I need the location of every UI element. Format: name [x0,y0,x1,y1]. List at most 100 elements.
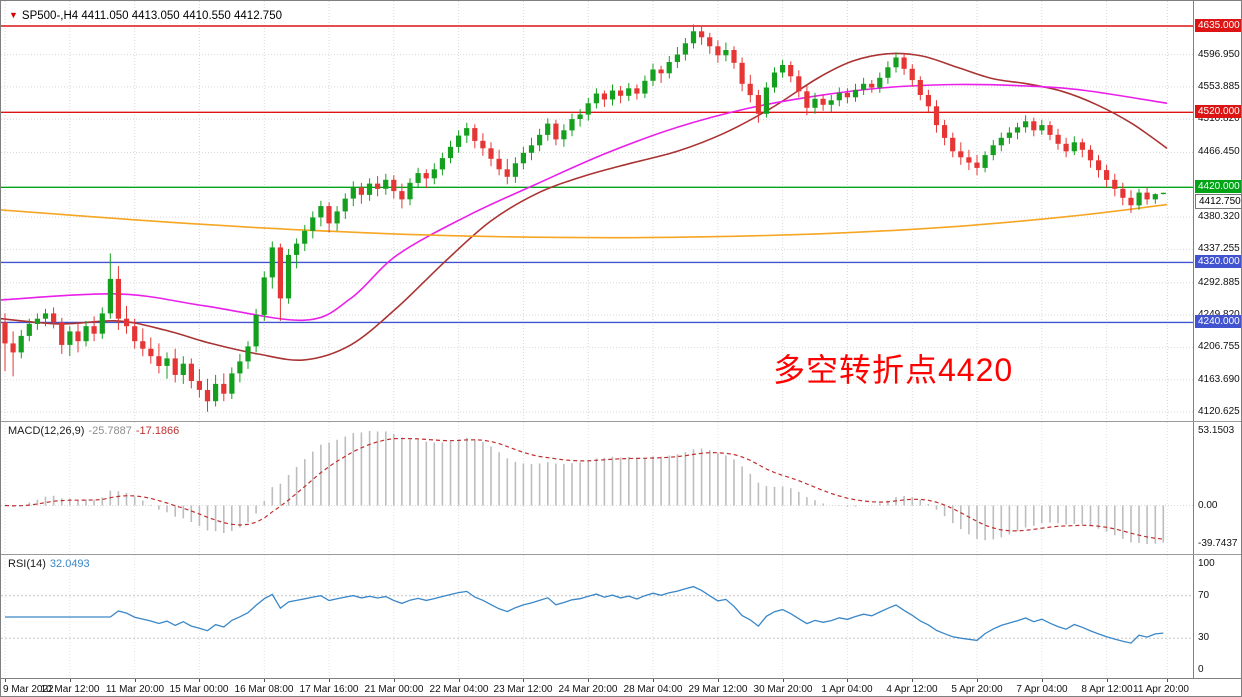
candle [67,326,73,357]
time-axis-tick [588,679,589,682]
macd-label: MACD(12,26,9) -25.7887 -17.1866 [8,425,179,437]
candle [180,356,186,384]
candle [504,158,510,185]
time-axis-label: 11 Apr 20:00 [1133,684,1189,695]
candle [472,124,478,149]
candle [148,337,154,364]
main-chart-canvas-holder[interactable] [1,1,1193,421]
candle [690,24,697,49]
candle [796,70,802,98]
candle [723,42,729,62]
candle [674,47,680,68]
price-axis-label: 4380.320 [1198,211,1240,222]
candle [366,178,373,201]
main-chart-panel[interactable]: ▼ SP500-,H4 4411.050 4413.050 4410.550 44… [1,1,1193,421]
candle [820,94,826,111]
candle [42,308,49,327]
candle [707,32,713,54]
ma-line-slow-orange [1,203,1168,239]
candle [415,167,421,189]
candle [1023,115,1029,133]
candle [115,266,121,330]
rsi-svg[interactable] [1,555,1193,678]
candle [877,72,883,93]
candle [836,87,842,107]
price-axis-label: 4163.690 [1198,374,1240,385]
candle [763,82,769,118]
candle [861,77,867,95]
price-level-tag: 4240.000 [1195,315,1241,328]
candle [512,157,518,183]
candle [464,122,470,144]
candle [496,149,502,176]
time-axis-label: 16 Mar 08:00 [234,684,294,695]
price-axis[interactable]: 4596.950 4553.885 4510.820 4466.450 4380.320… [1193,1,1241,678]
macd-signal-value: -17.1866 [135,425,180,437]
candle [277,243,283,321]
time-axis-label: 21 Mar 00:00 [364,684,424,695]
candle [1031,117,1037,137]
candle [553,119,559,146]
time-axis-label: 17 Mar 16:00 [299,684,359,695]
panel-separator-rsi[interactable] [1,554,1241,555]
rsi-line [5,585,1164,644]
candle [456,130,462,153]
time-axis-tick [135,679,136,682]
candle [326,202,332,233]
candle [739,57,745,92]
macd-panel[interactable]: MACD(12,26,9) -25.7887 -17.1866 [1,422,1193,554]
main-chart-svg[interactable] [1,1,1193,421]
candle [447,140,454,164]
candle [974,155,980,176]
candle [1055,128,1061,150]
price-axis-label: 4510.820 [1198,113,1240,124]
rsi-panel[interactable]: RSI(14) 32.0493 [1,555,1193,678]
candle [204,378,211,412]
candle [75,322,81,353]
candle [261,271,267,321]
annotation-text: 多空转折点4420 [773,352,1014,388]
candle [966,149,972,171]
rsi-axis-label: 0 [1198,664,1204,675]
price-axis-label: 4120.625 [1198,406,1240,417]
candle [342,193,348,219]
candle [285,248,292,304]
price-level-tag: 4320.000 [1195,255,1241,268]
candle [942,119,948,146]
candle [302,224,308,252]
time-axis-label: 11 Mar 20:00 [105,684,165,695]
candle [788,61,794,83]
candle [771,67,778,93]
rsi-label: RSI(14) 32.0493 [8,558,90,570]
panel-separator-macd[interactable] [1,421,1241,422]
candle [245,341,251,369]
rsi-value: 32.0493 [49,558,90,570]
candle [852,83,859,102]
price-level-tag: 4520.000 [1195,105,1241,118]
macd-canvas-holder[interactable] [1,422,1193,554]
candle [609,84,616,106]
candle [253,308,259,353]
time-axis-tick [329,679,330,682]
candle [26,318,32,342]
candle [350,181,356,207]
macd-signal-line [4,437,1164,540]
time-axis[interactable]: 9 Mar 2022 10 Mar 12:00 11 Mar 20:00 15 Mar… [1,678,1241,696]
time-axis-label: 9 Mar 2022 [3,684,54,695]
rsi-canvas-holder[interactable] [1,555,1193,678]
time-axis-label: 7 Apr 04:00 [1016,684,1068,695]
symbol-marker-icon[interactable]: ▼ [9,10,18,20]
candle [618,86,624,104]
candle [1112,173,1118,197]
candle [699,26,705,45]
macd-svg[interactable] [1,422,1193,554]
candle [10,331,16,377]
candle [650,63,656,86]
price-axis-label: 4596.950 [1198,49,1240,60]
candle [383,173,389,195]
candle [715,40,721,63]
candle [1039,119,1045,135]
candle [439,152,445,176]
candle [520,146,526,170]
price-level-tag: 4420.000 [1195,180,1241,193]
